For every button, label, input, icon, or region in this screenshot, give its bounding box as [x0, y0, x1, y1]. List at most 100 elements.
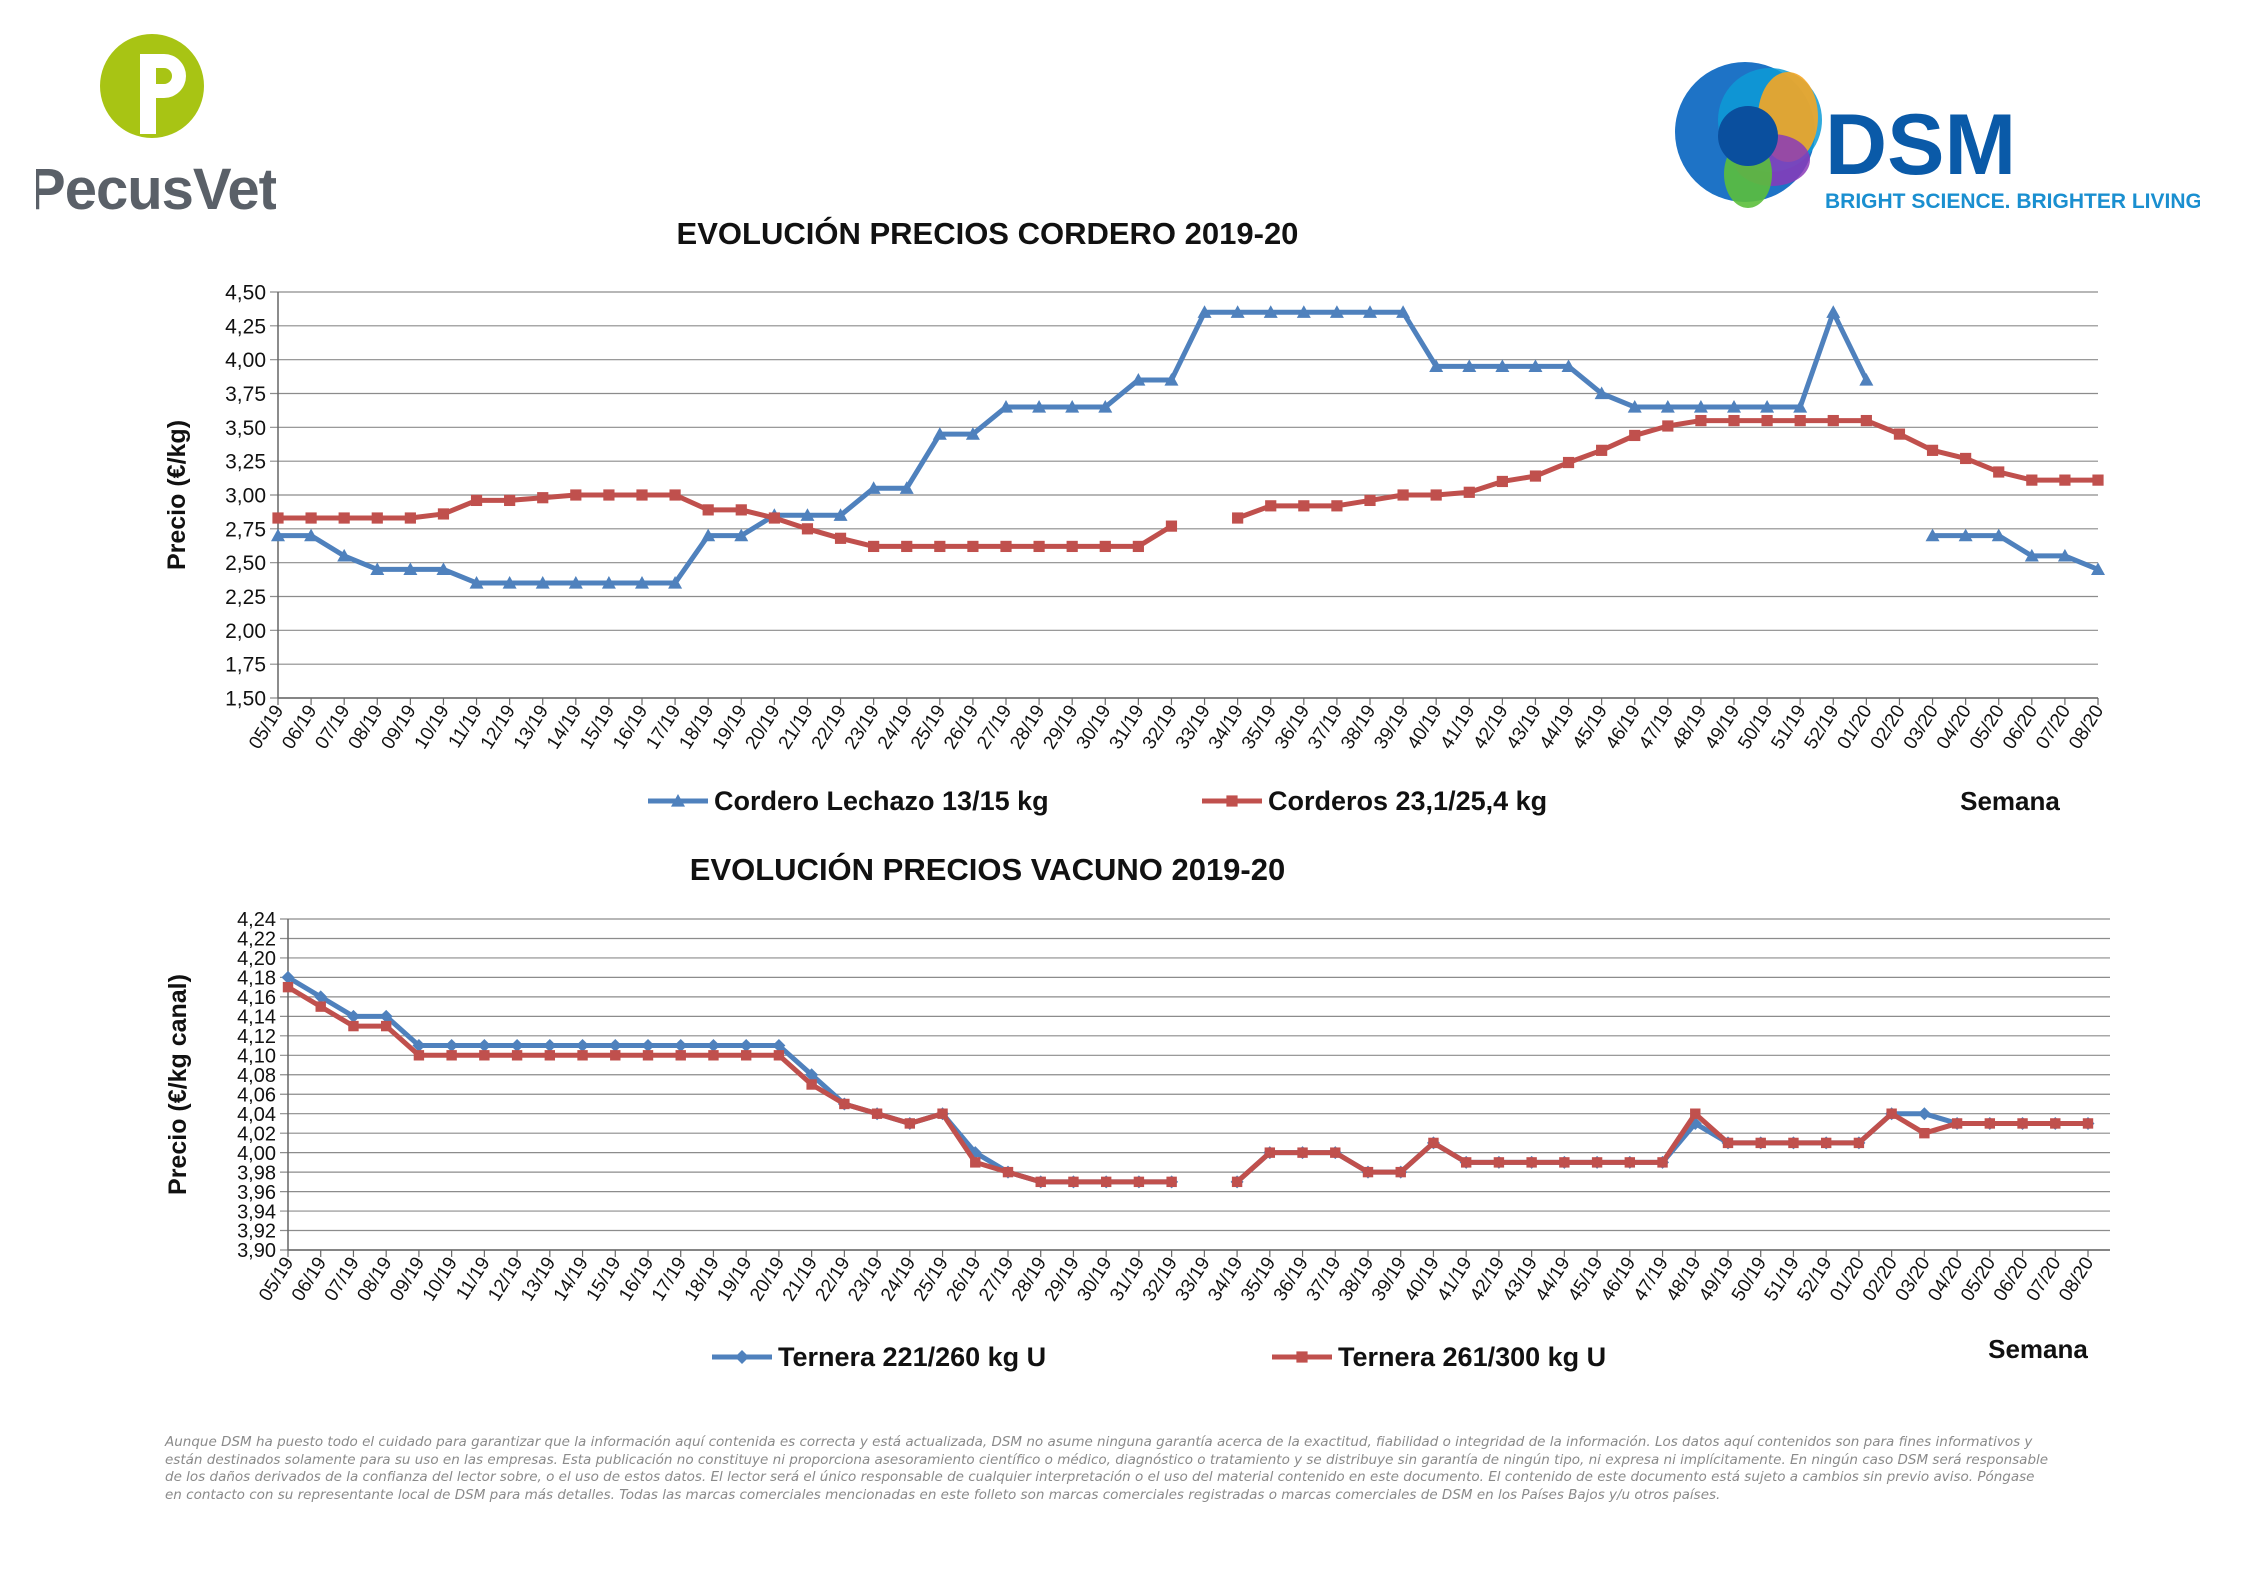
data-point [1562, 456, 1575, 469]
x-tick-label: 25/19 [907, 702, 950, 753]
data-point [800, 508, 815, 521]
data-point [772, 1039, 786, 1053]
data-point [1917, 1107, 1931, 1121]
x-tick-label: 06/20 [1999, 702, 2042, 753]
data-point [2091, 562, 2105, 576]
data-point [2017, 1118, 2028, 1129]
data-point [801, 523, 814, 535]
data-point [348, 1020, 359, 1032]
data-point [1131, 372, 1146, 386]
data-point [2026, 474, 2038, 486]
data-point [346, 1009, 360, 1023]
data-point [868, 540, 880, 553]
data-point [999, 400, 1013, 413]
chart-vacuno: 3,903,923,943,963,984,004,024,044,064,08… [164, 909, 2110, 1372]
data-point [965, 427, 980, 440]
data-point [1853, 1137, 1865, 1149]
data-point [1098, 400, 1113, 413]
y-tick-label: 4,20 [237, 948, 276, 970]
legend-label: Corderos 23,1/25,4 kg [1268, 786, 1547, 816]
y-tick-label: 4,16 [237, 987, 276, 1009]
data-point [477, 1039, 491, 1053]
data-point [603, 489, 615, 501]
data-point [706, 1039, 720, 1053]
data-point [568, 575, 583, 589]
data-point [1886, 1108, 1897, 1119]
data-point [701, 528, 716, 542]
y-axis-label: Precio (€/kg) [163, 420, 191, 570]
x-tick-label: 39/19 [1370, 702, 1413, 753]
data-point [1925, 528, 1940, 542]
data-point [1594, 386, 1609, 400]
y-axis-label: Precio (€/kg canal) [164, 974, 192, 1195]
x-tick-label: 03/20 [1900, 702, 1943, 753]
data-point [641, 1039, 655, 1053]
data-point [1793, 400, 1808, 413]
data-point [1296, 305, 1311, 318]
x-tick-label: 08/19 [345, 702, 388, 753]
x-tick-label: 18/19 [675, 702, 718, 753]
y-tick-label: 3,92 [237, 1221, 276, 1243]
x-tick-label: 10/19 [419, 1254, 462, 1305]
x-tick-label: 52/19 [1801, 702, 1844, 753]
data-point [1002, 1166, 1014, 1178]
legend-marker [671, 794, 685, 807]
data-point [380, 1020, 392, 1032]
data-point [337, 548, 352, 562]
data-point [967, 540, 979, 553]
x-tick-label: 12/19 [477, 702, 520, 753]
data-point [1926, 444, 1939, 456]
data-point [1428, 1137, 1439, 1149]
x-tick-label: 31/19 [1106, 702, 1149, 753]
data-point [1362, 1166, 1374, 1178]
data-point [1231, 1176, 1243, 1188]
data-point [1297, 1147, 1308, 1158]
x-tick-label: 06/19 [278, 702, 321, 753]
data-point [1728, 414, 1740, 427]
data-point [1761, 414, 1773, 427]
data-point [1919, 1127, 1930, 1139]
data-point [1561, 359, 1576, 373]
data-point [469, 575, 484, 589]
data-point [1463, 486, 1475, 498]
x-tick-label: 48/19 [1668, 702, 1711, 753]
data-point [1364, 494, 1376, 507]
pecusvet-logo-icon: PecusVet [27, 34, 279, 222]
x-tick-label: 20/19 [742, 702, 785, 753]
series-line [286, 984, 1172, 1185]
data-point [1460, 1157, 1472, 1168]
dsm-logo: DSM BRIGHT SCIENCE. BRIGHTER LIVING. [1660, 62, 2208, 232]
data-point [305, 512, 317, 524]
x-tick-label: 42/19 [1470, 702, 1513, 753]
data-point [1264, 1147, 1276, 1158]
x-tick-label: 05/20 [1966, 702, 2009, 753]
data-point [403, 562, 418, 576]
data-point [437, 508, 450, 520]
pecusvet-logo: PecusVet [27, 34, 279, 224]
data-point [1331, 500, 1343, 512]
data-point [1991, 528, 2006, 542]
data-point [970, 1157, 981, 1168]
legend-label: Ternera 261/300 kg U [1338, 1342, 1606, 1372]
data-point [674, 1039, 688, 1053]
data-point [702, 504, 714, 516]
data-point [1068, 1176, 1079, 1188]
data-point [1629, 429, 1641, 442]
x-tick-label: 08/20 [2065, 702, 2108, 753]
data-point [511, 1050, 523, 1061]
y-tick-label: 4,25 [225, 315, 266, 338]
data-point [504, 494, 516, 507]
data-point [734, 528, 749, 542]
data-point [1165, 520, 1178, 532]
data-point [1627, 400, 1642, 413]
data-point [2059, 474, 2071, 486]
x-tick-label: 49/19 [1701, 702, 1744, 753]
data-point [1329, 305, 1344, 318]
data-point [1826, 305, 1841, 318]
series-cordero-1 [272, 414, 2104, 553]
data-point [314, 990, 328, 1004]
data-point [740, 1050, 752, 1061]
data-point [805, 1068, 819, 1082]
data-point [1794, 414, 1806, 427]
y-tick-label: 4,02 [237, 1123, 276, 1145]
